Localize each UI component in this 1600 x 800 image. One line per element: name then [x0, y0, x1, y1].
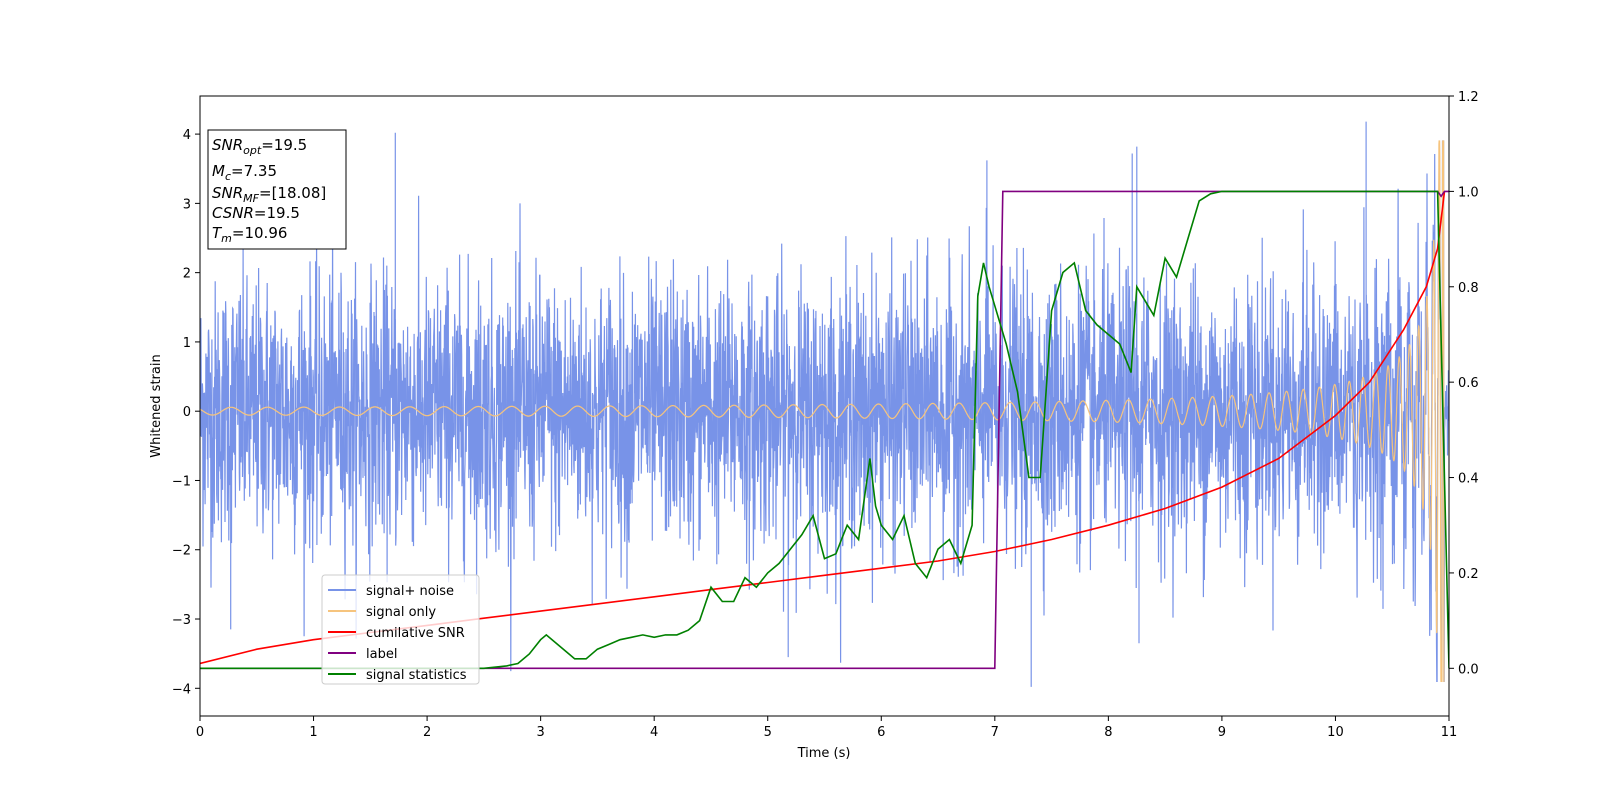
legend-label: signal+ noise: [366, 584, 454, 599]
y-tick-label: 1: [183, 336, 191, 351]
series-signal-only: [200, 140, 1445, 682]
x-tick-label: 0: [196, 725, 204, 740]
annotation-line: Mc=7.35: [212, 162, 277, 183]
y-axis-label: Whitened strain: [149, 354, 164, 457]
x-tick-label: 3: [536, 725, 544, 740]
y2-tick-label: 0.8: [1458, 281, 1479, 296]
x-tick-label: 9: [1218, 725, 1226, 740]
annotation-line: SNRopt=19.5: [212, 136, 307, 157]
series-signal-statistics: [200, 190, 1449, 670]
x-axis-label: Time (s): [797, 746, 851, 761]
legend-label: cumilative SNR: [366, 626, 465, 641]
y-tick-label: −1: [172, 474, 191, 489]
x-tick-label: 11: [1441, 725, 1458, 740]
y-tick-label: 3: [183, 197, 191, 212]
y-tick-label: −2: [172, 544, 191, 559]
y-tick-label: 2: [183, 267, 191, 282]
x-tick-label: 10: [1327, 725, 1344, 740]
x-tick-label: 2: [423, 725, 431, 740]
x-tick-label: 6: [877, 725, 885, 740]
y2-tick-label: 0.6: [1458, 376, 1479, 391]
series-signal-noise: [200, 121, 1449, 687]
y2-tick-label: 1.0: [1458, 185, 1479, 200]
y-tick-label: 0: [183, 405, 191, 420]
legend-label: signal statistics: [366, 668, 467, 683]
plot-frame: [199, 95, 1450, 717]
annotation-line: CSNR=19.5: [212, 204, 300, 222]
y2-tick-label: 0.2: [1458, 567, 1479, 582]
axes-layer: 0 1 2 3 4 5 6 7 8 9 10 11 −4 −3 −2 −1 0 1 2 3 4 0.0 0.2 0.4 0.6 0…: [172, 90, 1479, 740]
y2-tick-label: 0.0: [1458, 662, 1479, 677]
annotation-box: SNRopt=19.5 Mc=7.35SNRMF=[18.08]CSNR=19.5…: [207, 129, 347, 250]
y2-tick-label: 1.2: [1458, 90, 1479, 105]
y-tick-label: −3: [172, 613, 191, 628]
y-tick-label: 4: [183, 128, 191, 143]
legend-label: label: [366, 647, 397, 662]
annotation-line: Tm=10.96: [212, 224, 287, 245]
x-tick-label: 4: [650, 725, 658, 740]
annotation-line: SNRMF=[18.08]: [212, 184, 326, 205]
x-tick-label: 5: [764, 725, 772, 740]
x-tick-label: 8: [1104, 725, 1112, 740]
x-tick-label: 7: [991, 725, 999, 740]
y-tick-label: −4: [172, 682, 191, 697]
y2-tick-label: 0.4: [1458, 472, 1479, 487]
x-tick-label: 1: [309, 725, 317, 740]
legend: signal+ noise signal only cumilative SNR la…: [321, 574, 480, 685]
legend-label: signal only: [366, 605, 436, 620]
